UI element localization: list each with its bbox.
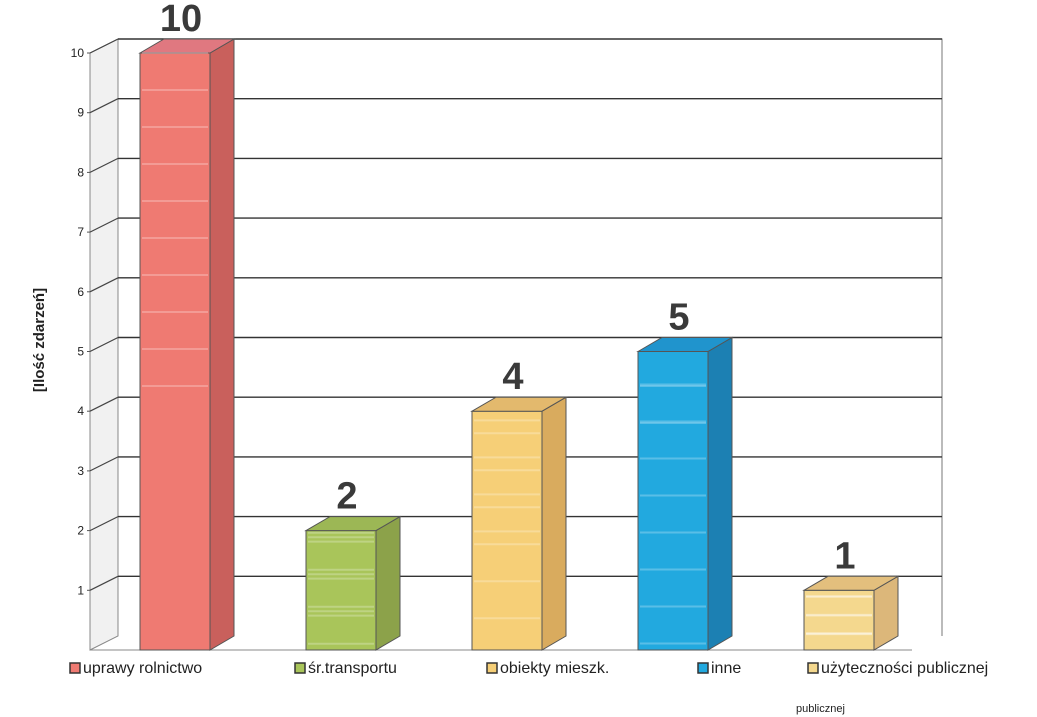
legend-label: obiekty mieszk. bbox=[500, 660, 609, 677]
y-tick-label: 8 bbox=[77, 165, 84, 179]
data-label: 2 bbox=[336, 476, 357, 518]
bar bbox=[304, 515, 402, 651]
y-tick-label: 3 bbox=[77, 464, 84, 478]
y-tick-label: 4 bbox=[77, 404, 84, 418]
bar-side bbox=[707, 336, 733, 651]
legend-label: uprawy rolnictwo bbox=[83, 660, 202, 677]
bar-top bbox=[802, 575, 900, 591]
gridline-side bbox=[89, 157, 119, 173]
legend-label: inne bbox=[711, 660, 741, 677]
data-labels: 10 2 4 5 1 bbox=[160, 0, 856, 577]
legend-label: użyteczności publicznej bbox=[821, 660, 988, 677]
legend-item: śr.transportu bbox=[294, 660, 397, 677]
legend-swatch bbox=[697, 662, 709, 674]
bar bbox=[636, 336, 734, 651]
legend-label: śr.transportu bbox=[308, 660, 397, 677]
y-tick-label: 6 bbox=[77, 285, 84, 299]
gridline-side bbox=[89, 575, 119, 591]
y-tick-label: 10 bbox=[71, 46, 85, 60]
legend-item: inne bbox=[697, 660, 741, 677]
y-tick-label: 1 bbox=[77, 583, 84, 597]
gridline-side bbox=[89, 277, 119, 293]
legend-swatch bbox=[486, 662, 498, 674]
data-label: 10 bbox=[160, 0, 202, 40]
y-axis-ticks: 1 2 3 4 5 6 7 8 9 10 bbox=[71, 46, 90, 597]
legend-footnote: publicznej bbox=[796, 703, 845, 715]
gridline-side bbox=[89, 38, 119, 54]
y-tick-label: 9 bbox=[77, 106, 84, 120]
gridline-side bbox=[89, 456, 119, 472]
bar-front bbox=[637, 351, 709, 651]
gridline-side bbox=[89, 516, 119, 532]
legend-item: obiekty mieszk. bbox=[486, 660, 609, 677]
legend-item: uprawy rolnictwo bbox=[69, 660, 202, 677]
bar-top bbox=[470, 396, 568, 412]
gridline-side bbox=[89, 396, 119, 412]
data-label: 4 bbox=[502, 356, 523, 398]
bar-side bbox=[375, 515, 401, 651]
y-tick-label: 5 bbox=[77, 345, 84, 359]
legend-swatch bbox=[294, 662, 306, 674]
legend-swatch bbox=[807, 662, 819, 674]
bar-front bbox=[139, 52, 211, 651]
y-axis-label: [Ilość zdarzeń] bbox=[31, 288, 48, 392]
legend: uprawy rolnictwo śr.transportu obiekty mie… bbox=[69, 660, 988, 677]
gridline-side bbox=[89, 336, 119, 353]
bar-front bbox=[803, 589, 875, 651]
y-tick-label: 2 bbox=[77, 524, 84, 538]
bar-side bbox=[541, 396, 567, 651]
bar-front bbox=[471, 410, 543, 651]
bar bbox=[470, 396, 568, 651]
bar bbox=[802, 575, 900, 651]
data-label: 5 bbox=[668, 297, 689, 339]
bar bbox=[138, 38, 236, 651]
legend-swatch bbox=[69, 662, 81, 674]
bar-top bbox=[304, 516, 402, 532]
gridline-side bbox=[89, 98, 119, 114]
bars bbox=[138, 38, 900, 651]
bar-top bbox=[636, 337, 734, 352]
bar-top bbox=[138, 38, 236, 54]
data-label: 1 bbox=[834, 535, 855, 577]
y-tick-label: 7 bbox=[77, 225, 84, 239]
legend-item: użyteczności publicznej bbox=[807, 660, 988, 677]
bar-front bbox=[305, 530, 377, 651]
gridline-side bbox=[89, 217, 119, 233]
bar-side bbox=[209, 38, 235, 651]
